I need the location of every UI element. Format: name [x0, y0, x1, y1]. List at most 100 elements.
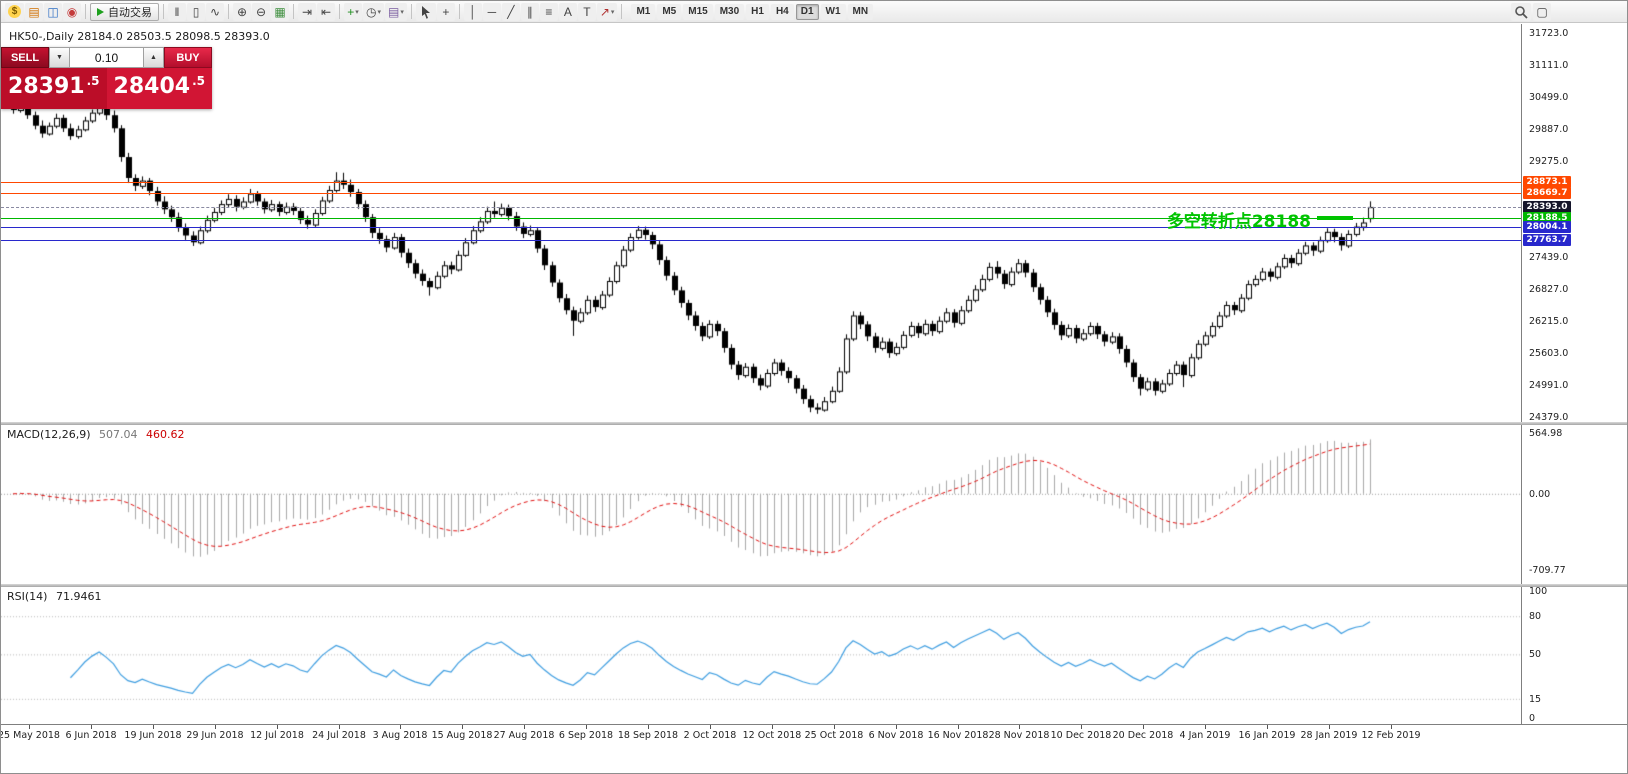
- timeframe-button-m5[interactable]: M5: [657, 3, 682, 20]
- bid-price-pip: .5: [86, 74, 100, 88]
- new-chart-icon-glyph: ▤: [28, 4, 40, 19]
- date-tick: [91, 725, 92, 729]
- price-tick-label: 30499.0: [1529, 91, 1569, 103]
- date-tick: [29, 725, 30, 729]
- toolbar-separator: [410, 4, 412, 19]
- date-label: 25 Oct 2018: [804, 730, 864, 741]
- timeframe-button-m15[interactable]: M15: [683, 3, 713, 20]
- chart-shift-icon[interactable]: ⇤: [317, 2, 335, 21]
- date-tick: [400, 725, 401, 729]
- tile-windows-icon-glyph: ▦: [274, 4, 286, 19]
- profiles-icon[interactable]: ◫: [44, 2, 62, 21]
- date-label: 12 Feb 2019: [1361, 730, 1421, 741]
- label-icon[interactable]: T: [577, 2, 596, 21]
- price-tag: 28873.1: [1523, 176, 1571, 188]
- bid-price[interactable]: 28391 .5: [1, 68, 107, 109]
- fibonacci-icon[interactable]: ≡: [539, 2, 558, 21]
- price-tag: 28393.0: [1523, 201, 1571, 214]
- price-axis[interactable]: 31723.031111.030499.029887.029275.028663…: [1521, 24, 1627, 773]
- price-tick-label: 24379.0: [1529, 411, 1569, 423]
- auto-scroll-icon[interactable]: ⇥: [298, 2, 316, 21]
- macd-tick-label: 564.98: [1529, 428, 1563, 440]
- buy-button[interactable]: BUY: [164, 47, 212, 68]
- price-tick-label: 26827.0: [1529, 283, 1569, 295]
- timeframe-button-w1[interactable]: W1: [820, 3, 846, 20]
- date-label: 28 Jan 2019: [1300, 730, 1358, 741]
- rsi-tick-label: 80: [1529, 611, 1542, 623]
- zoom-out-icon-glyph: ⊖: [255, 4, 267, 19]
- timeframe-button-h4[interactable]: H4: [770, 3, 794, 20]
- autotrading-button[interactable]: 自动交易: [90, 2, 159, 21]
- volume-input[interactable]: [70, 47, 143, 68]
- rsi-value: 71.9461: [55, 590, 102, 603]
- cursor-icon[interactable]: [415, 2, 436, 21]
- date-tick: [1267, 725, 1268, 729]
- date-tick: [524, 725, 525, 729]
- ask-price-main: 28404: [113, 74, 191, 99]
- date-tick: [586, 725, 587, 729]
- date-tick: [1019, 725, 1020, 729]
- bar-chart-icon[interactable]: ‖: [168, 2, 186, 21]
- toolbar-separator: [339, 4, 340, 19]
- candlestick-chart-icon[interactable]: ▯: [187, 2, 205, 21]
- toolbar-right-items: ▢: [1511, 2, 1551, 21]
- new-chart-icon[interactable]: ▤: [25, 2, 43, 21]
- search-icon[interactable]: [1511, 2, 1531, 21]
- timeframe-button-m30[interactable]: M30: [714, 3, 745, 20]
- fullscreen-icon[interactable]: ▢: [1533, 2, 1551, 21]
- sell-button[interactable]: SELL: [1, 47, 49, 68]
- volume-decrease-button[interactable]: ▼: [49, 47, 70, 68]
- timeframe-button-m1[interactable]: M1: [631, 3, 656, 20]
- rsi-pane-canvas[interactable]: [1, 587, 1521, 723]
- periods-icon[interactable]: ◷ ▾: [363, 2, 384, 21]
- toolbar: $ ▤ ◫ ◉ 自动交易 ‖ ▯ ∿ ⊕ ⊖ ▦ ⇥ ⇤ + ▾ ◷ ▾ ▤ ▾ + │ ─ ╱ ∥ ≡ A T ↗ ▾ M1 M5 M15…: [1, 1, 1627, 23]
- timeframe-button-d1[interactable]: D1: [795, 3, 819, 20]
- zoom-out-icon[interactable]: ⊖: [252, 2, 270, 21]
- date-label: 10 Dec 2018: [1050, 730, 1112, 741]
- vertical-line-icon[interactable]: │: [463, 2, 482, 21]
- text-icon[interactable]: A: [558, 2, 577, 21]
- dropdown-caret-icon: ▾: [400, 8, 404, 16]
- date-label: 27 Aug 2018: [493, 730, 555, 741]
- timeframe-button-mn[interactable]: MN: [847, 3, 874, 20]
- date-label: 29 Jun 2018: [186, 730, 244, 741]
- dropdown-caret-icon: ▾: [377, 8, 381, 16]
- macd-pane-canvas[interactable]: [1, 425, 1521, 583]
- line-chart-icon[interactable]: ∿: [206, 2, 224, 21]
- date-label: 12 Jul 2018: [250, 730, 304, 741]
- market-watch-icon[interactable]: ◉: [63, 2, 81, 21]
- time-axis[interactable]: 25 May 2018 6 Jun 2018 19 Jun 2018 29 Jun 2…: [1, 724, 1627, 773]
- pane-splitter-rsi[interactable]: [1, 584, 1627, 587]
- arrows-icon[interactable]: ↗ ▾: [596, 2, 618, 21]
- date-tick: [648, 725, 649, 729]
- pane-splitter-macd[interactable]: [1, 422, 1627, 425]
- price-tick-label: 25603.0: [1529, 347, 1569, 359]
- channel-icon[interactable]: ∥: [520, 2, 539, 21]
- ask-price[interactable]: 28404 .5: [106, 68, 212, 109]
- date-label: 6 Jun 2018: [65, 730, 117, 741]
- date-tick: [958, 725, 959, 729]
- date-tick: [153, 725, 154, 729]
- timeframe-button-h1[interactable]: H1: [746, 3, 769, 20]
- zoom-in-icon-glyph: ⊕: [236, 4, 248, 19]
- pivot-level-segment[interactable]: [1317, 215, 1353, 220]
- volume-increase-button[interactable]: ▲: [143, 47, 164, 68]
- tile-windows-icon[interactable]: ▦: [271, 2, 289, 21]
- date-tick: [1205, 725, 1206, 729]
- horizontal-line-icon[interactable]: ─: [482, 2, 501, 21]
- price-chart-canvas[interactable]: [1, 25, 1521, 421]
- zoom-in-icon[interactable]: ⊕: [233, 2, 251, 21]
- price-tag: 28004.1: [1523, 221, 1571, 234]
- crosshair-icon[interactable]: +: [436, 2, 455, 21]
- indicators-icon[interactable]: + ▾: [344, 2, 362, 21]
- price-tick-label: 24991.0: [1529, 379, 1569, 391]
- price-tag: 28188.5: [1523, 211, 1571, 224]
- templates-icon[interactable]: ▤ ▾: [385, 2, 407, 21]
- chart-title: HK50-,Daily 28184.0 28503.5 28098.5 2839…: [9, 30, 270, 43]
- toolbar-separator: [163, 4, 164, 19]
- toolbar-separator: [85, 4, 86, 19]
- new-order-icon[interactable]: $: [5, 2, 24, 21]
- price-tick-label: 31111.0: [1529, 59, 1569, 71]
- trendline-icon[interactable]: ╱: [501, 2, 520, 21]
- pivot-annotation-text[interactable]: 多空转折点28188: [1166, 211, 1311, 232]
